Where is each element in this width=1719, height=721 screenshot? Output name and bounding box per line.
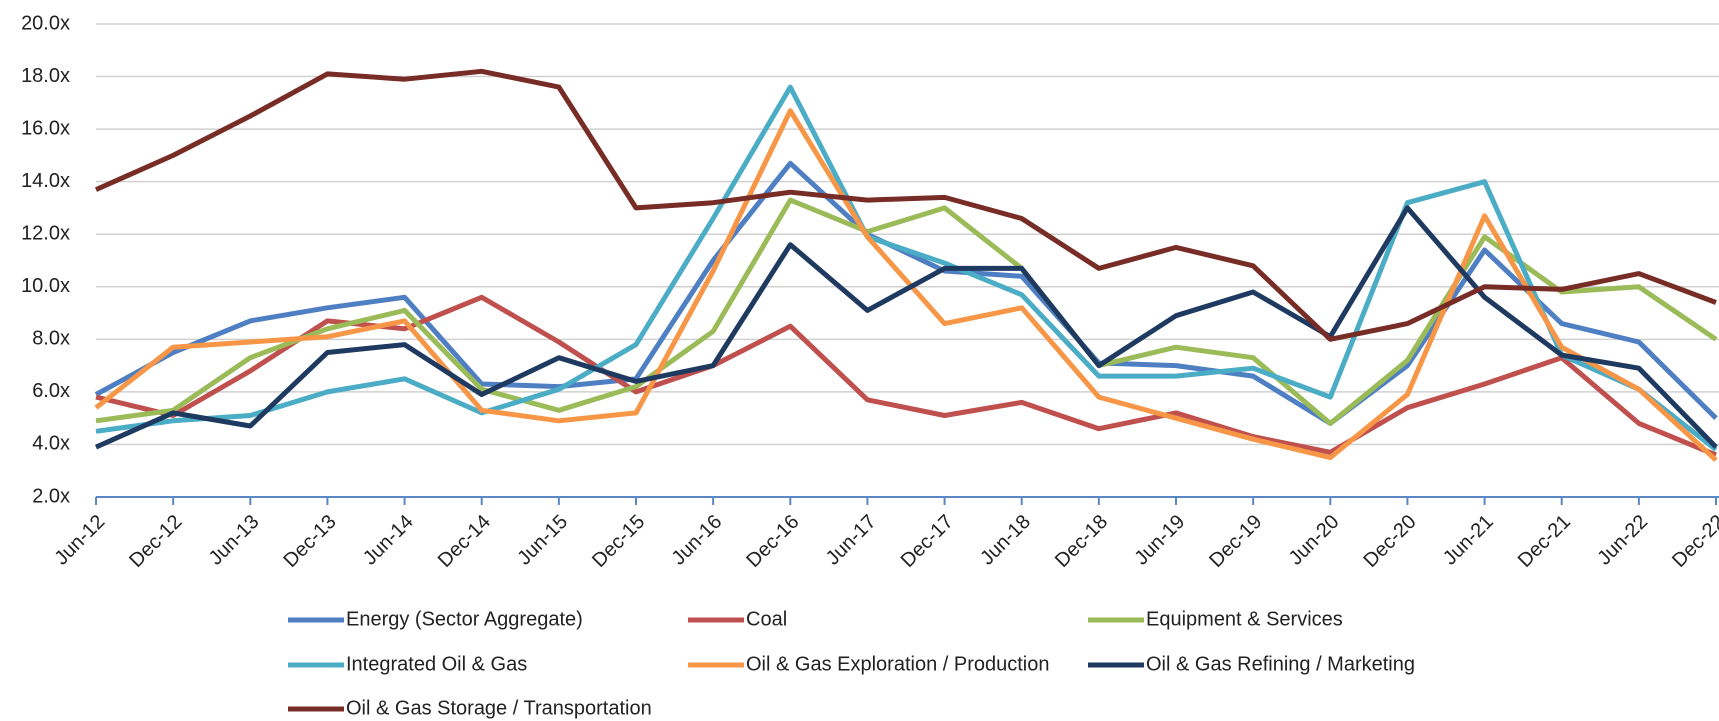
y-tick-label: 16.0x — [21, 117, 70, 139]
legend-label: Oil & Gas Refining / Marketing — [1146, 653, 1415, 675]
x-tick-label: Dec-21 — [1514, 511, 1575, 572]
legend-label: Energy (Sector Aggregate) — [346, 608, 583, 630]
legend-label: Coal — [746, 608, 787, 630]
x-tick-label: Jun-16 — [668, 511, 727, 570]
legend-label: Oil & Gas Storage / Transportation — [346, 697, 652, 719]
y-tick-label: 2.0x — [32, 485, 70, 507]
x-tick-label: Dec-15 — [588, 511, 649, 572]
series-line — [95, 84, 1718, 452]
x-tick-label: Dec-22 — [1668, 511, 1719, 572]
x-tick-label: Dec-20 — [1360, 511, 1421, 572]
x-tick-label: Jun-18 — [976, 511, 1035, 570]
x-tick-label: Dec-18 — [1051, 511, 1112, 572]
y-tick-label: 4.0x — [32, 433, 70, 455]
x-tick-label: Jun-13 — [205, 511, 264, 570]
x-tick-label: Jun-20 — [1285, 511, 1344, 570]
x-tick-label: Dec-13 — [280, 511, 341, 572]
x-tick-label: Dec-17 — [897, 511, 958, 572]
x-tick-label: Jun-12 — [50, 511, 109, 570]
y-tick-label: 12.0x — [21, 223, 70, 245]
y-tick-label: 10.0x — [21, 275, 70, 297]
y-tick-label: 6.0x — [32, 380, 70, 402]
x-tick-label: Dec-19 — [1205, 511, 1266, 572]
legend-label: Equipment & Services — [1146, 608, 1343, 630]
legend-label: Integrated Oil & Gas — [346, 653, 527, 675]
x-tick-label: Jun-21 — [1439, 511, 1498, 570]
y-tick-label: 20.0x — [21, 12, 70, 34]
y-tick-label: 18.0x — [21, 65, 70, 87]
legend-label: Oil & Gas Exploration / Production — [746, 653, 1049, 675]
x-tick-label: Dec-16 — [742, 511, 803, 572]
x-tick-label: Jun-19 — [1130, 511, 1189, 570]
x-tick-label: Dec-12 — [125, 511, 186, 572]
y-tick-label: 8.0x — [32, 328, 70, 350]
x-tick-label: Jun-17 — [822, 511, 881, 570]
series-line — [94, 205, 1718, 450]
y-tick-label: 14.0x — [21, 170, 70, 192]
x-tick-label: Dec-14 — [434, 511, 495, 572]
x-tick-label: Jun-14 — [359, 511, 418, 570]
x-tick-label: Jun-22 — [1593, 511, 1652, 570]
x-tick-label: Jun-15 — [513, 511, 572, 570]
series-line — [95, 294, 1717, 458]
series-line — [95, 197, 1718, 426]
series-line — [94, 68, 1717, 342]
